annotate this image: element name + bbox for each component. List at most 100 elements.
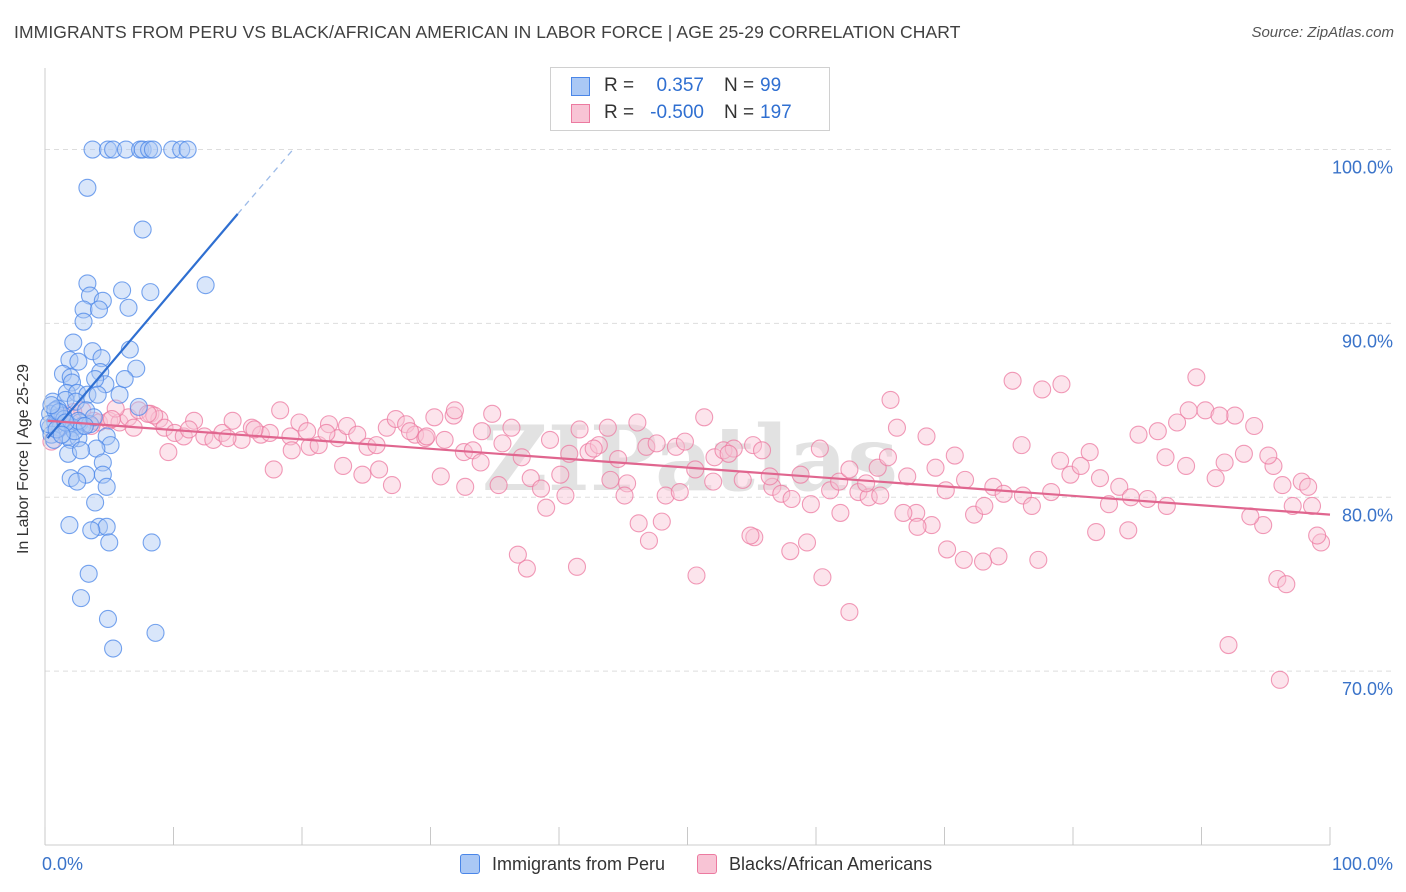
data-point-black [705, 448, 724, 467]
data-point-black [797, 533, 817, 552]
data-point-black [857, 474, 876, 493]
series-blacks-african-americans [42, 368, 1331, 689]
legend-label-peru: Immigrants from Peru [492, 853, 666, 874]
data-point-black [917, 427, 936, 446]
trend-lines [46, 149, 1331, 516]
data-point-black [1268, 569, 1287, 589]
data-point-black [1121, 488, 1140, 507]
data-point-peru [82, 521, 101, 540]
data-point-black [531, 479, 551, 498]
data-point-black [973, 552, 993, 571]
data-point-peru [42, 396, 61, 415]
data-point-black [512, 448, 531, 467]
data-point-black [185, 411, 204, 430]
data-point-peru [74, 312, 93, 331]
data-point-peru [178, 140, 197, 159]
data-point-black [994, 484, 1013, 503]
data-point-black [1090, 469, 1110, 488]
data-point-peru [115, 369, 134, 389]
data-point-black [1225, 406, 1244, 425]
watermark: ZIPatlas [482, 406, 898, 512]
data-point-black [1051, 451, 1070, 470]
tick-labels: 70.0% 80.0% 90.0% 100.0% 0.0% 100.0% [42, 158, 1393, 874]
data-point-black [334, 456, 353, 476]
data-point-peru [60, 516, 79, 535]
data-point-black [733, 470, 752, 489]
legend-item-black: Blacks/African Americans [697, 854, 932, 875]
x-tick-label: 0.0% [42, 854, 83, 874]
data-point-peru [71, 441, 91, 460]
data-point-black [1219, 636, 1238, 655]
data-point-black [281, 427, 300, 446]
data-point-black [628, 413, 647, 432]
data-point-black [1099, 495, 1119, 514]
data-point-black [1254, 516, 1273, 535]
data-point-black [666, 437, 685, 456]
data-point-black [813, 568, 832, 587]
data-point-black [1138, 489, 1157, 509]
data-point-black [264, 460, 283, 479]
data-point-peru [143, 140, 162, 159]
legend-r-label: R = [604, 102, 635, 123]
data-point-black [1110, 477, 1129, 496]
data-point-black [887, 418, 907, 437]
y-tick-label: 100.0% [1332, 158, 1393, 178]
data-point-black [1283, 496, 1302, 516]
data-point-peru [92, 349, 111, 368]
data-point-black [1187, 368, 1206, 387]
data-point-black [271, 401, 290, 420]
legend-item-peru: Immigrants from Peru [460, 854, 665, 875]
legend-swatch-black [697, 854, 718, 874]
data-point-black [675, 432, 694, 451]
grid-lines [45, 149, 1395, 672]
data-point-black [647, 434, 666, 453]
data-point-black [907, 503, 926, 522]
data-point-black [1264, 456, 1283, 476]
legend-n-value: 197 [760, 102, 792, 123]
data-point-black [741, 526, 760, 545]
data-point-peru [98, 140, 118, 159]
data-point-black [656, 486, 675, 505]
legend-n-label: N = [724, 102, 755, 123]
data-point-black [1277, 575, 1296, 594]
data-point-black [471, 453, 490, 472]
data-point-peru [127, 359, 146, 378]
legend-r-value: 0.357 [656, 75, 704, 96]
data-point-black [517, 559, 536, 578]
data-point-peru [83, 140, 102, 159]
data-point-black [159, 443, 178, 462]
data-point-black [1179, 401, 1198, 420]
data-point-black [687, 566, 706, 585]
data-point-black [406, 425, 425, 444]
data-point-peru [140, 140, 159, 159]
data-point-peru [101, 436, 120, 455]
data-point-black [370, 460, 389, 479]
data-point-black [245, 420, 264, 439]
data-point-black [781, 542, 800, 561]
data-point-black [801, 495, 820, 514]
data-point-black [1080, 443, 1099, 462]
data-point-black [300, 437, 319, 456]
data-point-black [763, 477, 782, 496]
data-point-black [840, 602, 859, 622]
data-point-black [859, 488, 878, 507]
data-point-black [353, 465, 372, 484]
legend-r-value: -0.500 [650, 102, 704, 123]
legend-swatch-peru [571, 76, 590, 96]
data-point-black [567, 557, 587, 576]
series-legend: Immigrants from Peru Blacks/African Amer… [460, 852, 964, 876]
data-point-peru [133, 220, 152, 239]
data-point-peru [113, 281, 132, 300]
data-point-peru [142, 533, 161, 552]
data-point-black [615, 486, 634, 505]
data-point-black [472, 422, 491, 441]
data-point-black [204, 430, 223, 449]
data-point-black [894, 503, 913, 522]
data-point-black [989, 547, 1008, 566]
data-point-black [629, 514, 648, 533]
data-point-black [1234, 444, 1253, 463]
legend-row-peru: R = 0.357 N = 99 [571, 74, 804, 98]
data-point-peru [133, 140, 152, 159]
data-point-black [936, 481, 955, 500]
